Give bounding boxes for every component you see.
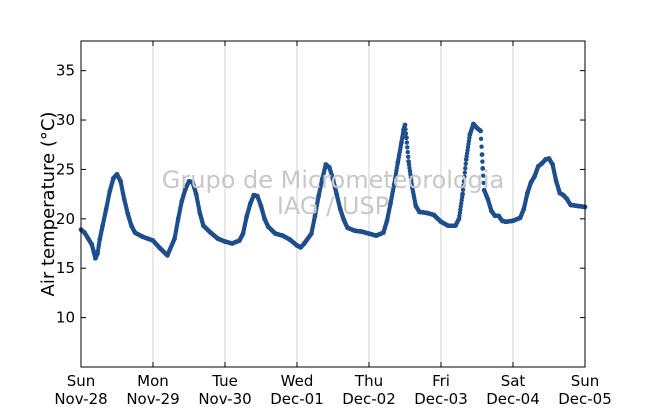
data-point <box>402 122 408 128</box>
x-tick-label-day: Mon <box>137 372 169 390</box>
x-tick-label-date: Dec-03 <box>414 390 468 408</box>
data-point-interp <box>478 136 484 141</box>
data-point-interp <box>409 178 414 183</box>
y-tick-label: 15 <box>56 259 75 277</box>
data-point-interp <box>403 127 408 132</box>
data-point-interp <box>408 175 414 180</box>
data-point-interp <box>407 165 412 171</box>
x-tick-label-day: Sun <box>571 372 600 390</box>
data-point-interp <box>463 161 468 167</box>
y-tick-label: 20 <box>56 210 75 228</box>
watermark-line-2: IAG / USP <box>277 192 389 220</box>
x-axis: SunNov-28MonNov-29TueNov-30WedDec-01ThuD… <box>54 41 612 408</box>
data-point-interp <box>481 180 486 186</box>
data-point-interp <box>480 159 485 164</box>
y-tick-label: 25 <box>56 160 75 178</box>
y-axis-label: Air temperature (°C) <box>38 112 59 297</box>
x-tick-label-day: Tue <box>211 372 238 390</box>
data-point-interp <box>479 144 484 149</box>
x-tick-label-day: Fri <box>432 372 450 390</box>
data-point-interp <box>408 172 413 177</box>
x-tick-label-day: Wed <box>281 372 314 390</box>
x-tick-label-day: Sat <box>501 372 526 390</box>
data-point-interp <box>405 154 411 159</box>
data-point-interp <box>462 170 468 175</box>
data-point-interp <box>462 174 467 180</box>
data-point-interp <box>461 178 467 184</box>
plot-frame <box>80 40 586 368</box>
y-tick-label: 35 <box>56 62 75 80</box>
x-tick-label-date: Nov-28 <box>54 390 107 408</box>
data-point-interp <box>463 165 468 171</box>
data-point-interp <box>460 187 466 192</box>
y-axis: 10 15 20 25 30 35 <box>56 62 585 327</box>
data-point-interp <box>405 149 410 155</box>
x-tick-label-date: Dec-01 <box>270 390 324 408</box>
data-point-interp <box>461 183 466 188</box>
data-point <box>479 152 485 158</box>
data-point <box>480 166 486 171</box>
data-point-interp <box>404 140 410 145</box>
x-tick-label-date: Dec-04 <box>486 390 540 408</box>
x-tick-label-date: Dec-05 <box>558 390 612 408</box>
y-tick-label: 10 <box>56 309 75 327</box>
data-points <box>78 121 588 261</box>
data-point-interp <box>481 173 486 178</box>
data-point-interp <box>406 162 412 167</box>
vertical-grid <box>152 41 514 367</box>
x-tick-label-day: Thu <box>354 372 383 390</box>
data-point <box>460 191 465 197</box>
x-tick-label-date: Nov-29 <box>126 390 179 408</box>
data-point-interp <box>405 145 410 150</box>
y-tick-label: 30 <box>56 111 75 129</box>
data-point <box>478 128 483 134</box>
data-point-interp <box>407 168 413 174</box>
data-point <box>404 135 409 141</box>
watermark: Grupo de Micrometeorologia IAG / USP <box>162 166 504 220</box>
data-point-interp <box>403 131 409 136</box>
x-tick-label-date: Nov-30 <box>198 390 251 408</box>
x-tick-label-day: Sun <box>67 372 96 390</box>
watermark-line-1: Grupo de Micrometeorologia <box>162 166 504 194</box>
x-tick-label-date: Dec-02 <box>342 390 396 408</box>
